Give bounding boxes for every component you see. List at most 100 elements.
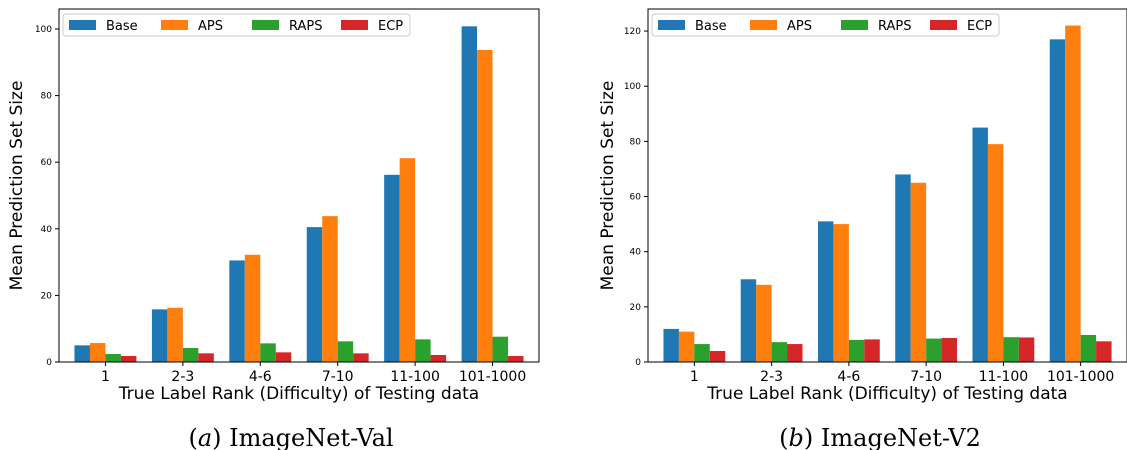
y-tick-label: 60 [630, 193, 642, 203]
bar-raps-7-10 [337, 341, 354, 362]
bar-ecp-1 [120, 356, 137, 362]
legend-label-aps: APS [787, 19, 812, 34]
bar-base-2-3 [740, 279, 757, 362]
legend-label-base: Base [695, 19, 727, 34]
x-tick-label: 101-1000 [1047, 369, 1114, 385]
legend-swatch-ecp [341, 20, 368, 30]
bar-ecp-11-100 [430, 355, 447, 362]
bar-ecp-4-6 [864, 339, 880, 362]
legend-label-base: Base [106, 19, 138, 34]
caption-letter: a [198, 424, 212, 450]
legend-label-raps: RAPS [289, 19, 323, 34]
legend-label-ecp: ECP [967, 19, 992, 34]
panel-caption: (a) ImageNet-Val [188, 424, 393, 450]
y-tick-label: 60 [41, 158, 53, 168]
plot-frame [58, 8, 540, 363]
legend-label-ecp: ECP [378, 19, 403, 34]
y-axis-label: Mean Prediction Set Size [7, 81, 27, 291]
y-tick-label: 100 [624, 82, 641, 92]
bar-base-4-6 [229, 260, 245, 362]
y-tick-label: 120 [624, 27, 641, 37]
bar-base-1 [663, 328, 679, 362]
bar-base-4-6 [817, 221, 834, 362]
bar-aps-2-3 [756, 284, 772, 362]
legend-label-aps: APS [198, 19, 223, 34]
bar-base-7-10 [895, 174, 911, 362]
bar-aps-7-10 [910, 182, 927, 362]
x-tick-label: 7-10 [322, 369, 354, 385]
y-tick-label: 80 [41, 92, 53, 102]
legend-swatch-aps [161, 20, 188, 30]
y-tick-label: 20 [41, 291, 53, 301]
y-tick-label: 40 [41, 225, 53, 235]
y-tick-label: 20 [630, 303, 642, 313]
bar-aps-7-10 [322, 216, 338, 362]
y-tick-label: 40 [630, 248, 642, 258]
bar-aps-11-100 [399, 158, 416, 362]
bar-ecp-101-1000 [1096, 341, 1112, 362]
bar-base-101-1000 [1049, 39, 1066, 363]
bar-base-101-1000 [461, 26, 478, 362]
x-tick-label: 11-100 [979, 369, 1029, 385]
bar-raps-7-10 [926, 338, 942, 362]
bar-raps-11-100 [1003, 337, 1019, 362]
legend: Base APS RAPS ECP [651, 13, 1000, 37]
legend: Base APS RAPS ECP [62, 13, 411, 37]
legend-box [651, 13, 1000, 37]
bar-base-2-3 [151, 309, 168, 362]
x-tick-label: 2-3 [760, 369, 783, 385]
bar-raps-101-1000 [1080, 334, 1097, 362]
bar-raps-101-1000 [492, 336, 509, 362]
y-tick-label: 0 [46, 358, 52, 368]
bar-raps-2-3 [771, 342, 788, 362]
legend-swatch-base [658, 20, 685, 30]
x-tick-label: 101-1000 [459, 369, 526, 385]
y-tick-label: 100 [35, 25, 52, 35]
x-tick-label: 11-100 [390, 369, 440, 385]
y-axis-label: Mean Prediction Set Size [598, 81, 618, 291]
bar-base-7-10 [306, 227, 323, 362]
x-tick-label: 4-6 [249, 369, 272, 385]
panel-caption: (b) ImageNet-V2 [779, 424, 981, 450]
bar-ecp-1 [709, 350, 726, 362]
y-tick-label: 80 [630, 137, 642, 147]
bar-ecp-101-1000 [508, 356, 524, 362]
chart-panel-b: 0 20 40 60 80 100 120 1 2-3 4-6 7-10 11-100 101-1000… [598, 8, 1127, 450]
x-tick-label: 7-10 [910, 369, 942, 385]
bar-aps-4-6 [833, 224, 849, 362]
bar-raps-1 [694, 344, 710, 362]
bar-aps-1 [89, 343, 106, 362]
legend-swatch-ecp [930, 20, 957, 30]
legend-swatch-raps [252, 20, 279, 30]
bar-raps-4-6 [260, 343, 276, 362]
x-axis-label: True Label Rank (Difficulty) of Testing … [118, 384, 479, 404]
plot-frame [647, 8, 1127, 363]
x-axis-label: True Label Rank (Difficulty) of Testing … [706, 384, 1067, 404]
bar-raps-4-6 [848, 339, 865, 362]
x-tick-label: 2-3 [171, 369, 194, 385]
caption-text: ImageNet-Val [229, 424, 393, 450]
caption-text: ImageNet-V2 [821, 424, 981, 450]
bar-ecp-2-3 [198, 353, 214, 362]
bar-ecp-4-6 [275, 352, 292, 362]
bar-base-11-100 [384, 174, 400, 362]
bar-raps-1 [105, 354, 121, 362]
bar-raps-11-100 [415, 339, 431, 362]
bar-raps-2-3 [182, 348, 199, 362]
y-tick-label: 0 [635, 358, 641, 368]
x-tick-label: 4-6 [837, 369, 860, 385]
legend-swatch-raps [841, 20, 868, 30]
chart-panel-a: 0 20 40 60 80 100 1 2-3 4-6 7-10 11-100 101-1000Tru… [7, 8, 540, 450]
caption-letter: b [789, 424, 804, 450]
bar-aps-101-1000 [477, 49, 493, 363]
legend-label-raps: RAPS [878, 19, 912, 34]
x-tick-label: 1 [101, 369, 110, 385]
bar-ecp-2-3 [787, 344, 803, 362]
bar-aps-2-3 [167, 307, 183, 362]
bar-base-1 [74, 345, 90, 362]
legend-box [62, 13, 411, 37]
bar-aps-1 [678, 331, 695, 362]
legend-swatch-base [69, 20, 96, 30]
bar-ecp-11-100 [1018, 337, 1035, 362]
